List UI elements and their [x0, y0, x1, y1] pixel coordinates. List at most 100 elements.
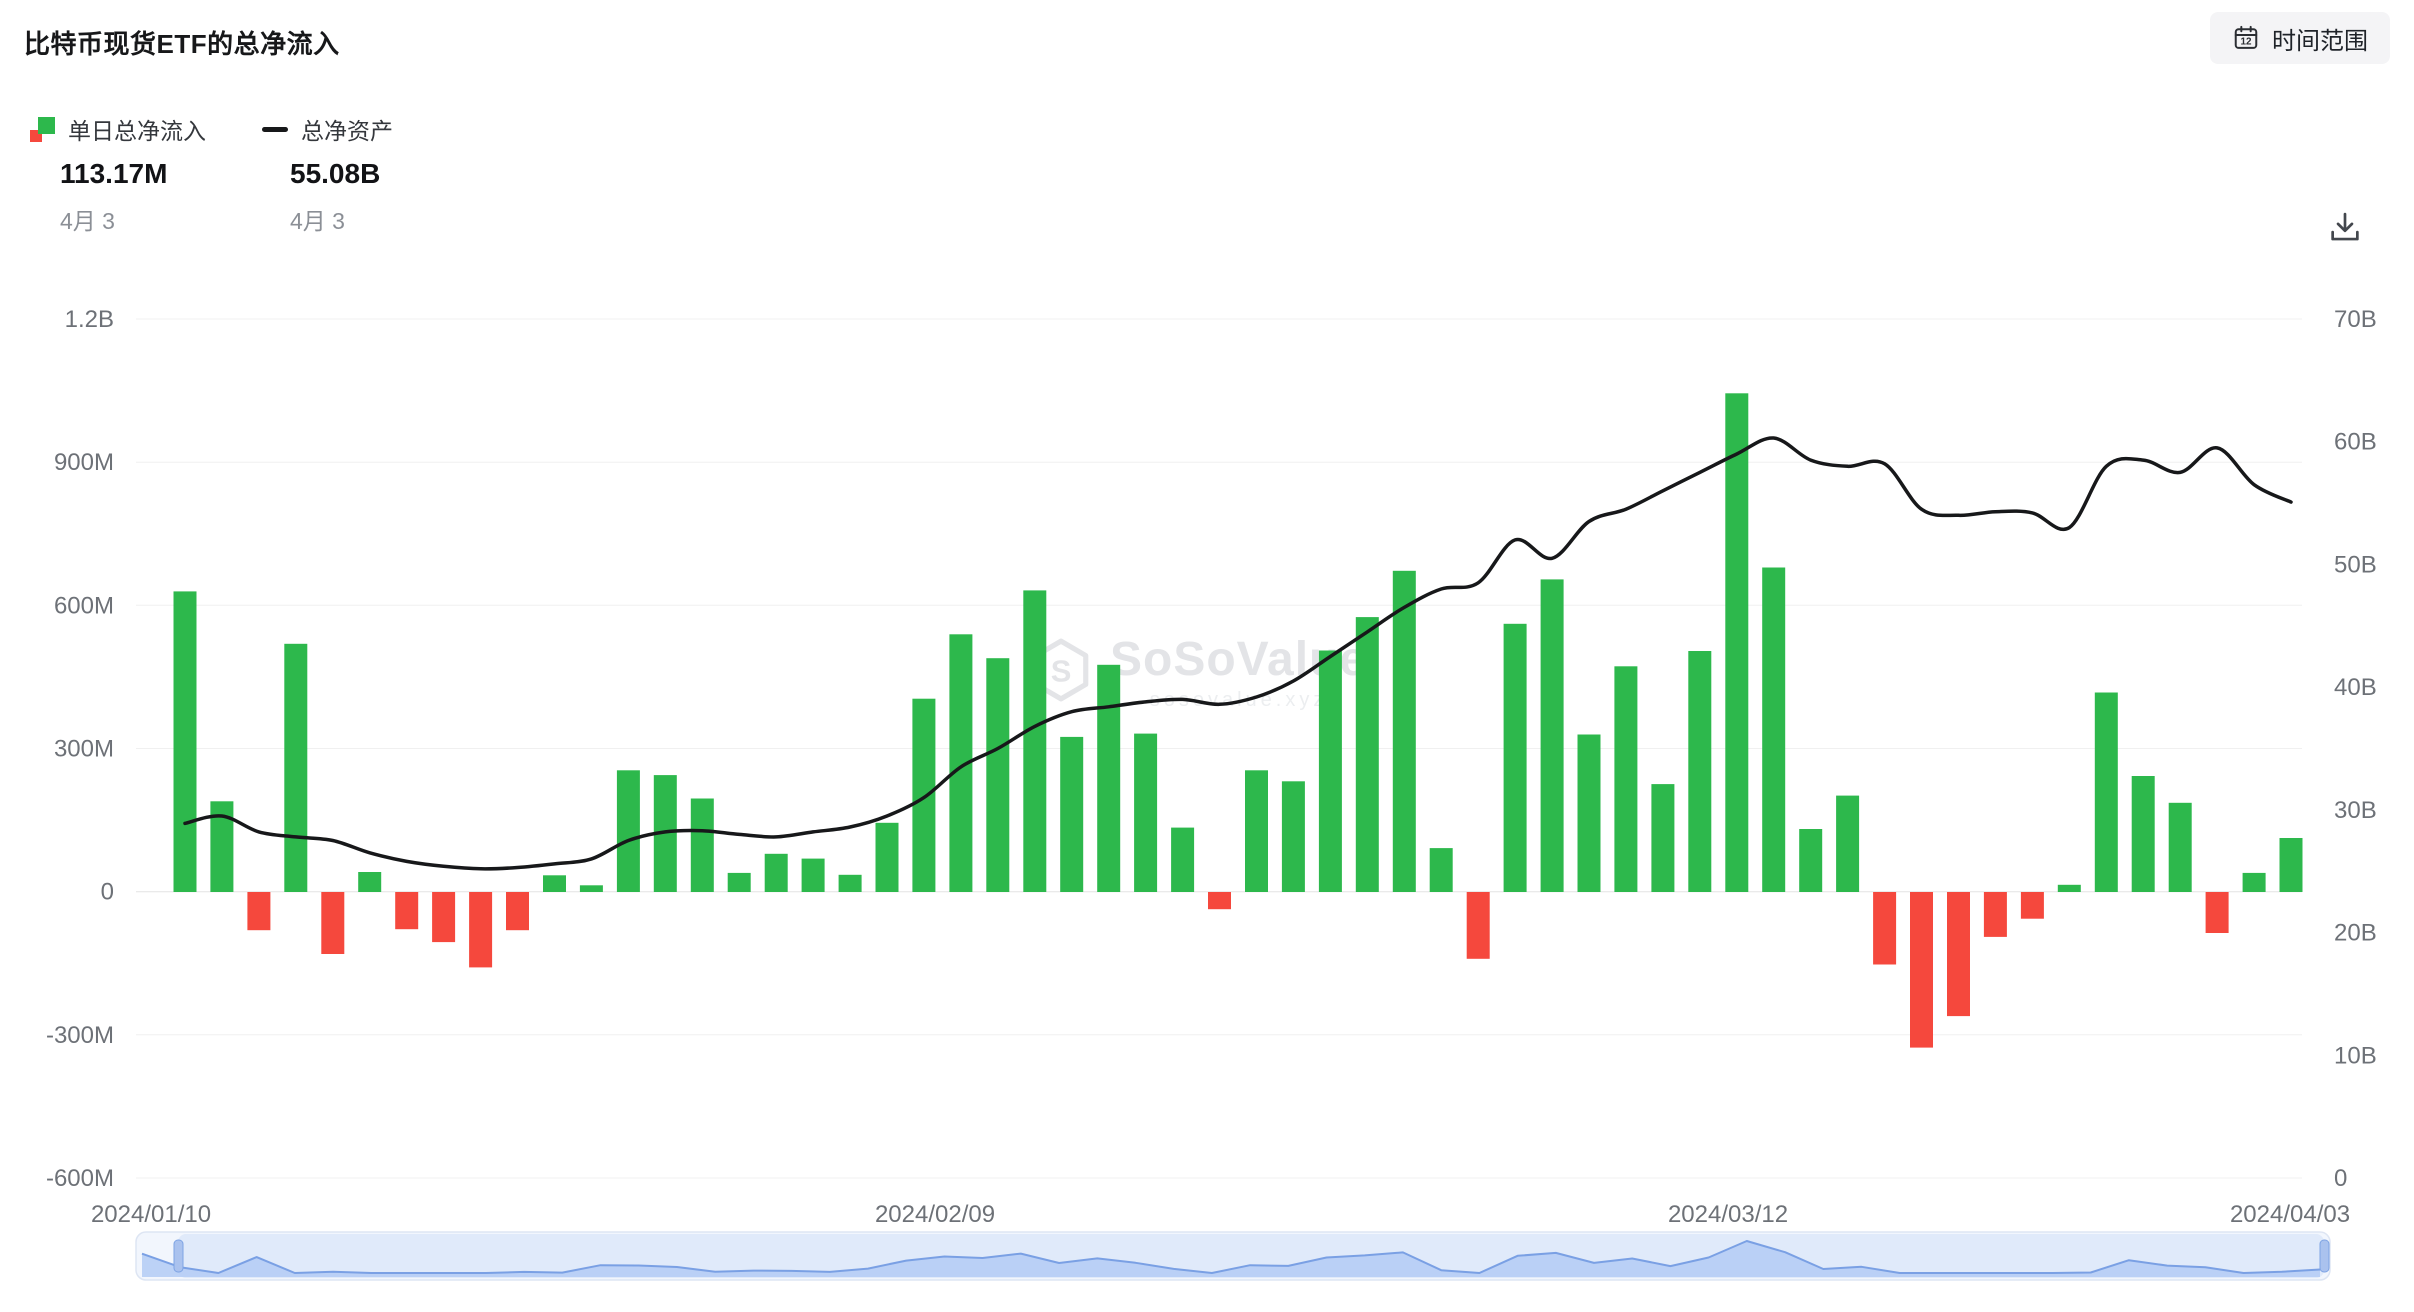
- download-button[interactable]: [2324, 208, 2366, 250]
- y-axis-label-left: 1.2B: [65, 306, 114, 333]
- daily-inflow-bar[interactable]: [395, 892, 419, 930]
- data-zoom-shadow-line: [141, 1240, 2321, 1274]
- daily-inflow-bar[interactable]: [764, 853, 788, 892]
- daily-inflow-bar[interactable]: [506, 892, 529, 931]
- legend-assets-label: 总净资产: [301, 118, 393, 144]
- daily-inflow-bar[interactable]: [838, 874, 862, 892]
- daily-inflow-bar[interactable]: [1281, 781, 1305, 892]
- daily-inflow-bar[interactable]: [579, 885, 603, 892]
- daily-inflow-bar[interactable]: [912, 698, 936, 892]
- y-axis-label-left: 600M: [54, 592, 114, 619]
- daily-inflow-bar[interactable]: [1799, 829, 1823, 892]
- y-axis-label-left: -600M: [46, 1165, 114, 1192]
- daily-inflow-bar[interactable]: [949, 634, 973, 892]
- total-assets-date: 4月 3: [290, 208, 345, 234]
- download-icon: [2326, 209, 2364, 250]
- y-axis-label-right: 50B: [2334, 551, 2377, 578]
- daily-inflow-bar[interactable]: [727, 872, 751, 892]
- daily-inflow-bar[interactable]: [358, 872, 382, 892]
- y-axis-label-right: 0: [2334, 1165, 2347, 1192]
- daily-inflow-bar[interactable]: [321, 892, 345, 954]
- x-axis-label: 2024/04/03: [2230, 1201, 2350, 1228]
- daily-inflow-bar[interactable]: [1318, 650, 1342, 893]
- daily-inflow-bar[interactable]: [1466, 892, 1490, 959]
- legend-daily-net-inflow[interactable]: 单日总净流入: [30, 112, 206, 146]
- daily-inflow-bar[interactable]: [1023, 590, 1047, 892]
- daily-inflow-bar[interactable]: [432, 892, 456, 943]
- daily-inflow-bar[interactable]: [1762, 567, 1786, 893]
- daily-inflow-bar[interactable]: [2057, 884, 2081, 892]
- daily-inflow-bar[interactable]: [2020, 892, 2044, 919]
- x-axis-label: 2024/03/12: [1668, 1201, 1788, 1228]
- daily-inflow-bar[interactable]: [1060, 736, 1084, 892]
- y-axis-label-left: 0: [101, 879, 114, 906]
- time-range-button[interactable]: 12 时间范围: [2210, 12, 2390, 64]
- daily-inflow-bar[interactable]: [1355, 617, 1379, 892]
- daily-inflow-bar[interactable]: [1245, 770, 1268, 892]
- daily-inflow-bar[interactable]: [1688, 651, 1712, 892]
- daily-inflow-bar[interactable]: [284, 643, 308, 892]
- y-axis-label-right: 10B: [2334, 1042, 2377, 1069]
- y-axis-label-right: 70B: [2334, 306, 2377, 333]
- daily-inflow-bar[interactable]: [1577, 734, 1601, 893]
- daily-inflow-bar[interactable]: [2205, 892, 2229, 933]
- y-axis-label-right: 30B: [2334, 797, 2377, 824]
- y-axis-label-right: 40B: [2334, 674, 2377, 701]
- daily-inflow-bar[interactable]: [1614, 666, 1638, 892]
- legend-total-net-assets[interactable]: 总净资产: [262, 112, 393, 146]
- daily-inflow-bar[interactable]: [801, 858, 825, 892]
- daily-inflow-bar[interactable]: [173, 591, 197, 892]
- daily-inflow-bar[interactable]: [1983, 892, 2007, 937]
- daily-inflow-bar[interactable]: [469, 892, 493, 968]
- svg-text:12: 12: [2240, 37, 2252, 48]
- daily-inflow-date: 4月 3: [60, 208, 115, 234]
- daily-inflow-bar[interactable]: [247, 892, 271, 931]
- total-assets-stat: 55.08B 4月 3: [290, 158, 380, 236]
- daily-inflow-bar[interactable]: [543, 875, 566, 892]
- line-series-legend-icon: [262, 126, 288, 132]
- daily-inflow-value: 113.17M: [60, 158, 168, 189]
- daily-inflow-bar[interactable]: [1725, 393, 1749, 892]
- daily-inflow-bar[interactable]: [1540, 579, 1564, 892]
- data-zoom-handle-left[interactable]: [173, 1239, 184, 1273]
- daily-inflow-bar[interactable]: [986, 658, 1010, 892]
- daily-inflow-bar[interactable]: [2094, 692, 2118, 893]
- daily-inflow-stat: 113.17M 4月 3: [60, 158, 167, 236]
- time-range-label: 时间范围: [2272, 27, 2368, 55]
- daily-inflow-bar[interactable]: [210, 801, 234, 892]
- page-title: 比特币现货ETF的总净流入: [24, 29, 340, 59]
- total-assets-value: 55.08B: [290, 158, 381, 189]
- daily-inflow-bar[interactable]: [1097, 664, 1121, 892]
- daily-inflow-bar[interactable]: [2242, 872, 2266, 892]
- daily-inflow-bar[interactable]: [1873, 892, 1897, 965]
- bar-series-legend-icon: [30, 116, 55, 142]
- daily-inflow-bar[interactable]: [875, 822, 899, 892]
- calendar-icon: 12: [2232, 24, 2260, 52]
- x-axis-label: 2024/02/09: [875, 1201, 995, 1228]
- chart-legend: 单日总净流入 总净资产: [30, 112, 393, 146]
- y-axis-label-left: -300M: [46, 1022, 114, 1049]
- net-assets-line[interactable]: [183, 436, 2293, 871]
- daily-inflow-bar[interactable]: [1651, 784, 1675, 892]
- daily-inflow-bar[interactable]: [616, 770, 640, 892]
- x-axis-label: 2024/01/10: [91, 1201, 211, 1228]
- daily-inflow-bar[interactable]: [1392, 570, 1416, 892]
- daily-inflow-bar[interactable]: [1134, 733, 1158, 892]
- daily-inflow-bar[interactable]: [1910, 892, 1933, 1048]
- daily-inflow-bar[interactable]: [690, 798, 714, 893]
- data-zoom-handle-right[interactable]: [2319, 1239, 2330, 1273]
- legend-daily-label: 单日总净流入: [68, 118, 206, 144]
- y-axis-label-left: 300M: [54, 736, 114, 763]
- daily-inflow-bar[interactable]: [1429, 848, 1453, 892]
- daily-inflow-bar[interactable]: [1836, 795, 1860, 892]
- daily-inflow-bar[interactable]: [1947, 892, 1970, 1017]
- daily-inflow-bar[interactable]: [2168, 802, 2192, 892]
- daily-inflow-bar[interactable]: [1208, 892, 1231, 910]
- daily-inflow-bar[interactable]: [2279, 838, 2303, 892]
- daily-inflow-bar[interactable]: [2131, 776, 2155, 892]
- daily-inflow-bar[interactable]: [1171, 827, 1195, 892]
- daily-inflow-bar[interactable]: [1503, 623, 1527, 892]
- y-axis-label-right: 20B: [2334, 920, 2377, 947]
